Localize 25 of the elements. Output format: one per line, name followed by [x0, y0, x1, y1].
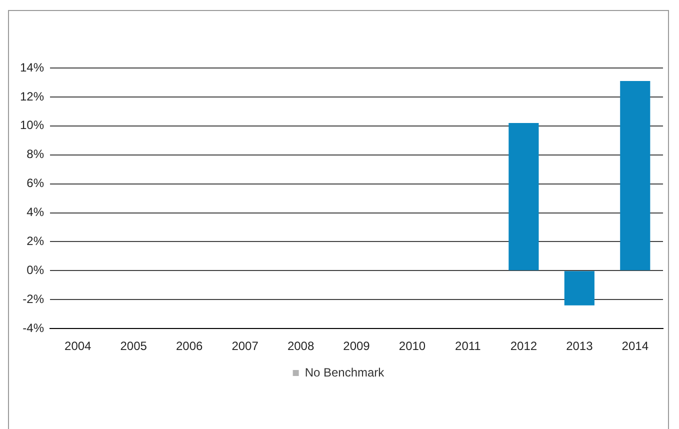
y-tick-label: -4% [22, 320, 44, 335]
bar [620, 81, 650, 270]
y-tick-label: 14% [20, 60, 44, 74]
x-tick-label: 2011 [455, 339, 482, 354]
y-tick-label: 8% [26, 147, 44, 162]
x-tick-label: 2005 [120, 339, 148, 354]
x-tick-label: 2014 [622, 339, 649, 354]
x-tick-label: 2006 [176, 339, 203, 354]
x-tick-label: 2008 [287, 339, 314, 354]
bar [508, 123, 539, 270]
y-tick-label: 2% [26, 234, 44, 248]
x-tick-label: 2012 [510, 339, 538, 354]
bar [564, 271, 594, 306]
y-tick-label: -2% [22, 292, 44, 306]
y-tick-label: 4% [26, 205, 44, 220]
y-tick-label: 12% [20, 89, 44, 104]
x-tick-label: 2004 [64, 339, 92, 354]
y-tick-label: 0% [26, 263, 44, 277]
legend-label: No Benchmark [304, 365, 386, 380]
y-tick-label: 6% [26, 176, 44, 190]
x-tick-label: 2007 [232, 339, 259, 354]
y-tick-label: 10% [20, 118, 44, 132]
x-tick-label: 2009 [343, 339, 370, 354]
x-tick-label: 2010 [398, 339, 426, 354]
x-tick-label: 2013 [566, 339, 594, 354]
